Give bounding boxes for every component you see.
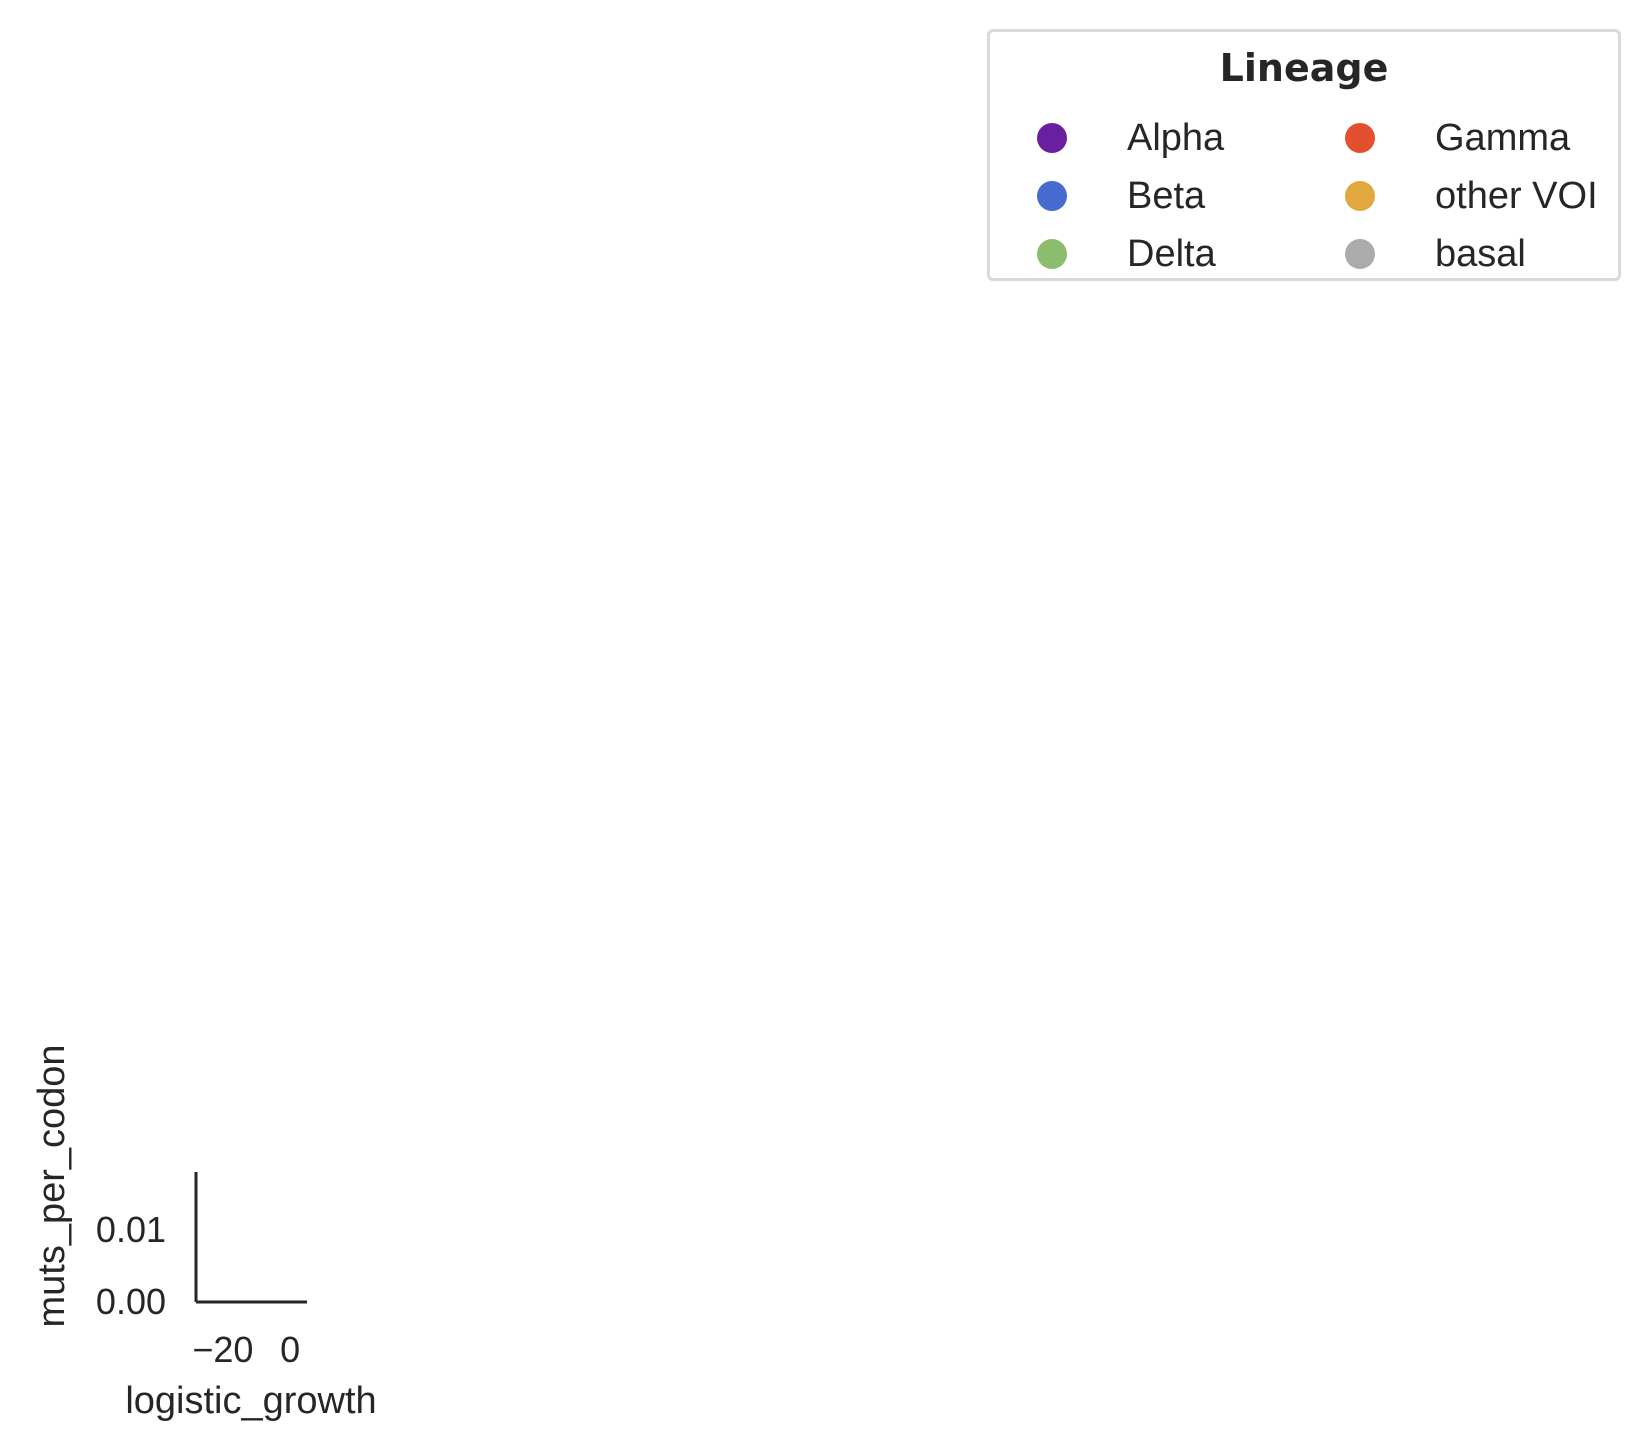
legend-marker-gamma bbox=[1345, 123, 1375, 153]
legend-item-beta: Beta bbox=[1037, 174, 1205, 218]
legend-marker-beta bbox=[1037, 181, 1067, 211]
legend-marker-other-voi bbox=[1345, 181, 1375, 211]
legend-label-other-voi: other VOI bbox=[1435, 174, 1598, 217]
x-tick-label: −20 bbox=[192, 1329, 253, 1370]
x-axis-label: logistic_growth bbox=[125, 1380, 376, 1422]
legend-label-basal: basal bbox=[1435, 232, 1526, 275]
legend-marker-alpha bbox=[1037, 123, 1067, 153]
legend-item-gamma: Gamma bbox=[1345, 116, 1570, 160]
legend-label-alpha: Alpha bbox=[1127, 116, 1225, 159]
legend-marker-basal bbox=[1345, 239, 1375, 269]
legend-label-delta: Delta bbox=[1127, 232, 1216, 275]
y-axis-label: muts_per_codon bbox=[31, 1044, 73, 1327]
legend-marker-delta bbox=[1037, 239, 1067, 269]
legend-title: Lineage bbox=[1219, 46, 1389, 90]
legend-item-delta: Delta bbox=[1037, 232, 1216, 276]
y-tick-label: 0.00 bbox=[96, 1281, 166, 1322]
x-tick-label: 0 bbox=[280, 1329, 300, 1370]
x-axis-ticks: −20 0 bbox=[192, 1329, 300, 1370]
legend-item-other-voi: other VOI bbox=[1345, 174, 1598, 218]
y-axis-ticks: 0.00 0.01 bbox=[96, 1209, 166, 1322]
legend-item-basal: basal bbox=[1345, 232, 1526, 276]
y-tick-label: 0.01 bbox=[96, 1209, 166, 1250]
legend-item-alpha: Alpha bbox=[1037, 116, 1224, 160]
legend-label-beta: Beta bbox=[1127, 174, 1206, 217]
legend: Lineage Alpha Beta Delta Gamma other VOI… bbox=[987, 29, 1621, 281]
legend-label-gamma: Gamma bbox=[1435, 116, 1571, 159]
